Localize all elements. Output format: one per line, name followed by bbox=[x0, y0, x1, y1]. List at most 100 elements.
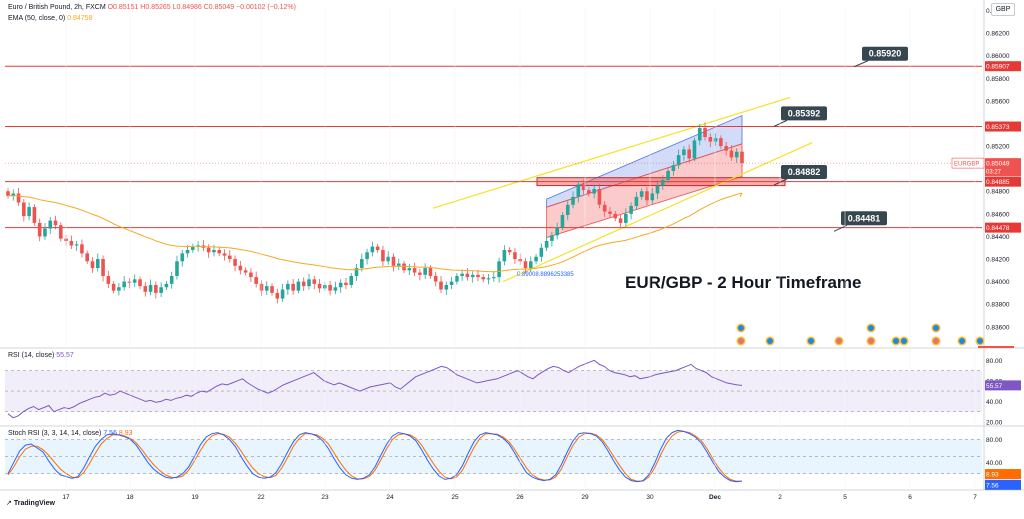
candle-body bbox=[634, 196, 639, 206]
candle-body bbox=[381, 249, 385, 262]
x-tick-label: 26 bbox=[516, 494, 524, 501]
ema-label: EMA (50, close, 0) bbox=[8, 15, 66, 22]
candle-body bbox=[375, 246, 380, 250]
stoch-tick-label: 40.00 bbox=[986, 460, 1003, 467]
candle-body bbox=[449, 281, 454, 286]
candle-body bbox=[159, 287, 163, 293]
candle-body bbox=[470, 274, 475, 278]
event-marker-dot bbox=[808, 338, 814, 344]
candle-body bbox=[127, 281, 132, 283]
axis-marker bbox=[978, 346, 1014, 348]
price-tick-label: 0.83600 bbox=[986, 324, 1010, 331]
candle-body bbox=[423, 268, 427, 275]
symbol-tag bbox=[951, 157, 985, 169]
candle-body bbox=[254, 277, 258, 284]
candle-body bbox=[486, 278, 491, 280]
price-tick-label: 0.85600 bbox=[986, 98, 1010, 105]
rsi-line bbox=[7, 359, 743, 419]
rsi-label: RSI (14, close) bbox=[8, 352, 55, 359]
candle-body bbox=[312, 279, 317, 284]
candle-body bbox=[354, 268, 359, 276]
event-marker-dot bbox=[893, 338, 899, 344]
level-price-tag bbox=[985, 222, 1021, 233]
candle-body bbox=[502, 249, 507, 262]
lower-trendline bbox=[502, 142, 813, 283]
candle-body bbox=[697, 127, 702, 141]
level-price-tag bbox=[985, 61, 1021, 72]
candle-body bbox=[291, 283, 295, 291]
candle-body bbox=[69, 240, 74, 246]
price-tick-label: 0.83800 bbox=[986, 302, 1010, 309]
candle-body bbox=[16, 193, 21, 203]
channel-annotation: 0.89008.8896253385 bbox=[517, 272, 574, 278]
candle-body bbox=[439, 281, 443, 290]
event-marker-dot bbox=[836, 338, 842, 344]
candle-body bbox=[734, 151, 739, 158]
candle-body bbox=[280, 289, 285, 299]
candle-body bbox=[412, 268, 417, 273]
candle-body bbox=[708, 137, 713, 142]
candle-body bbox=[676, 155, 681, 166]
x-tick-label: 17 bbox=[62, 494, 70, 501]
instrument-legend: Euro / British Pound, 2h, FXCM O0.85151 … bbox=[8, 4, 296, 11]
candle-body bbox=[444, 285, 449, 290]
candle-body bbox=[645, 191, 649, 201]
candle-body bbox=[37, 222, 42, 237]
stoch-k-line bbox=[7, 429, 743, 483]
candle-body bbox=[301, 281, 306, 287]
ohlc-readout: O0.85151 H0.85265 L0.84986 C0.85049 −0.0… bbox=[107, 4, 296, 11]
candle-body bbox=[143, 286, 148, 292]
candle-body bbox=[565, 204, 570, 215]
currency-badge[interactable]: GBP bbox=[991, 3, 1015, 16]
candle-body bbox=[703, 127, 707, 138]
candle-body bbox=[476, 274, 480, 278]
candle-body bbox=[602, 204, 607, 212]
stoch-k-tag-label: 7.56 bbox=[986, 482, 999, 489]
candle-body bbox=[264, 286, 269, 291]
candle-body bbox=[713, 138, 718, 142]
callout-box bbox=[841, 211, 887, 226]
candle-body bbox=[507, 249, 512, 253]
price-tick-label: 0.84800 bbox=[986, 189, 1010, 196]
candle-body bbox=[719, 138, 723, 147]
candle-body bbox=[344, 282, 348, 286]
candle-body bbox=[650, 193, 655, 201]
x-tick-label: 5 bbox=[843, 494, 847, 501]
level-price-label: 0.84885 bbox=[986, 179, 1010, 186]
x-tick-label: 25 bbox=[451, 494, 459, 501]
current-price-label: 0.85049 bbox=[986, 161, 1010, 168]
candle-body bbox=[85, 253, 90, 262]
level-price-label: 0.84478 bbox=[986, 225, 1010, 232]
event-marker-dot bbox=[933, 325, 939, 331]
x-tick-label: 6 bbox=[908, 494, 912, 501]
callout-box bbox=[781, 164, 827, 179]
candle-body bbox=[333, 287, 338, 291]
candle-body bbox=[222, 253, 227, 256]
candle-body bbox=[32, 207, 37, 223]
x-tick-label: 19 bbox=[191, 494, 199, 501]
candle-body bbox=[22, 202, 26, 217]
candle-body bbox=[550, 235, 554, 241]
price-tick-label: 0.85200 bbox=[986, 144, 1010, 151]
candle-body bbox=[571, 196, 575, 205]
candle-body bbox=[259, 283, 264, 291]
footer-brand[interactable]: ↗ TradingView bbox=[6, 499, 55, 507]
callout-pointer bbox=[853, 60, 869, 68]
candle-body bbox=[608, 211, 612, 214]
event-marker-dot bbox=[868, 325, 874, 331]
candle-body bbox=[492, 277, 496, 279]
candle-body bbox=[338, 282, 343, 288]
stoch-d-tag-label: 8.93 bbox=[986, 472, 999, 479]
candle-body bbox=[655, 185, 660, 194]
event-marker-dot bbox=[901, 338, 907, 344]
level-price-label: 0.85907 bbox=[986, 64, 1010, 71]
rsi-tick-label: 80.00 bbox=[986, 358, 1003, 365]
candle-body bbox=[111, 283, 116, 291]
candle-body bbox=[544, 240, 549, 248]
candle-body bbox=[513, 252, 517, 260]
candle-body bbox=[581, 184, 586, 191]
candle-body bbox=[613, 213, 618, 219]
candle-body bbox=[418, 272, 422, 275]
